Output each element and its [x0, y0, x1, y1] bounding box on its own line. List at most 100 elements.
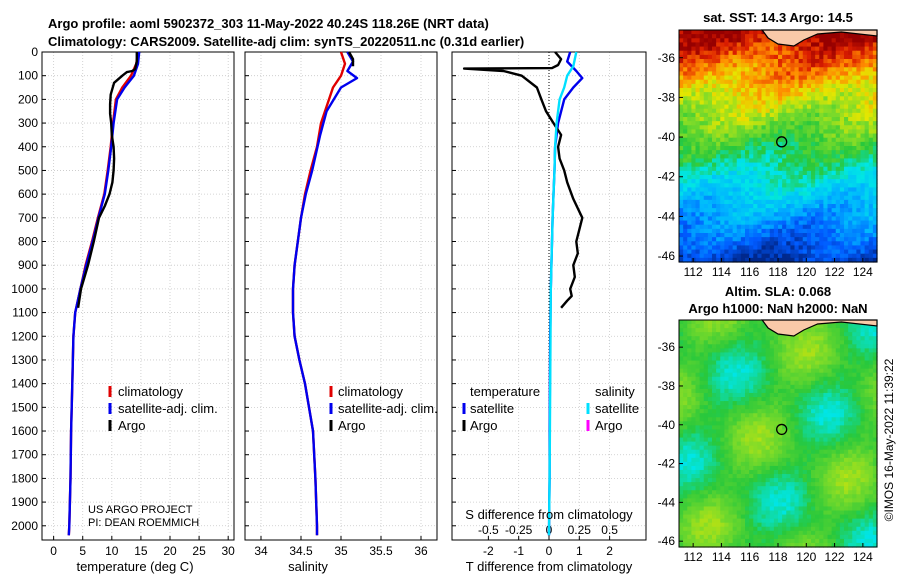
map-cell — [683, 397, 688, 402]
map-cell — [679, 340, 684, 345]
map-cell — [823, 490, 829, 495]
map-cell — [712, 79, 717, 85]
map-cell — [703, 92, 709, 97]
map-cell — [823, 437, 829, 443]
map-cell — [732, 150, 738, 155]
map-cell — [761, 437, 767, 443]
map-cell — [732, 208, 738, 213]
map-cell — [798, 117, 804, 122]
map-cell — [757, 429, 763, 435]
map-cell — [716, 332, 721, 337]
map-cell — [749, 348, 754, 354]
map-cell — [740, 429, 746, 435]
map-cell — [794, 112, 800, 118]
map-cell — [703, 465, 709, 471]
map-cell — [749, 154, 754, 160]
map-cell — [798, 453, 804, 459]
map-cell — [852, 376, 857, 382]
map-cell — [703, 241, 709, 247]
map-cell — [699, 445, 705, 451]
map-cell — [753, 352, 758, 358]
map-cell — [736, 388, 742, 394]
map-cell — [844, 245, 849, 251]
map-cell — [691, 417, 697, 422]
map-cell — [761, 96, 767, 102]
map-cell — [712, 104, 717, 110]
map-cell — [827, 38, 833, 44]
map-cell — [728, 54, 734, 60]
map-cell — [823, 457, 829, 463]
map-cell — [728, 486, 734, 491]
map-cell — [811, 79, 816, 85]
map-cell — [757, 376, 763, 382]
map-cell — [724, 79, 730, 85]
map-cell — [827, 364, 833, 370]
map-cell — [732, 469, 738, 475]
map-cell — [856, 328, 862, 333]
map-cell — [736, 429, 742, 435]
map-cell — [790, 257, 796, 263]
map-cell — [790, 71, 796, 77]
map-cell — [819, 137, 824, 143]
map-cell — [802, 108, 808, 114]
map-cell — [691, 63, 697, 68]
map-cell — [778, 175, 783, 180]
map-cell — [856, 332, 862, 337]
map-cell — [815, 340, 820, 345]
map-cell — [769, 83, 775, 89]
map-cell — [806, 233, 812, 238]
map-cell — [868, 453, 874, 459]
map-cell — [815, 50, 820, 56]
map-cell — [753, 376, 758, 382]
map-cell — [683, 67, 688, 73]
map-cell — [720, 216, 725, 222]
map-cell — [695, 336, 701, 341]
map-cell — [691, 129, 697, 135]
map-cell — [773, 356, 779, 362]
map-cell — [811, 392, 816, 398]
map-cell — [798, 478, 804, 483]
map-cell — [769, 469, 775, 475]
map-cell — [844, 220, 849, 226]
map-cell — [831, 340, 837, 345]
map-cell — [745, 486, 750, 491]
map-cell — [852, 340, 857, 345]
map-cell — [864, 392, 870, 398]
map-cell — [856, 63, 862, 68]
map-cell — [683, 224, 688, 230]
map-cell — [839, 449, 845, 455]
map-cell — [835, 348, 841, 354]
map-cell — [745, 340, 750, 345]
map-cell — [740, 421, 746, 426]
map-cell — [691, 453, 697, 459]
map-cell — [802, 224, 808, 230]
map-cell — [773, 429, 779, 435]
map-cell — [740, 253, 746, 259]
map-cell — [736, 474, 742, 479]
map-cell — [835, 129, 841, 135]
map-cell — [798, 482, 804, 487]
map-cell — [765, 461, 771, 467]
map-cell — [765, 253, 771, 259]
map-cell — [806, 352, 812, 358]
map-cell — [868, 104, 874, 110]
map-cell — [695, 137, 701, 143]
map-cell — [864, 208, 870, 213]
map-cell — [802, 220, 808, 226]
map-cell — [769, 332, 775, 337]
map-cell — [864, 245, 870, 251]
map-cell — [740, 372, 746, 378]
map-cell — [860, 104, 866, 110]
map-cell — [749, 220, 754, 226]
map-cell — [716, 79, 721, 85]
map-cell — [749, 166, 754, 172]
map-cell — [691, 224, 697, 230]
map-cell — [765, 328, 771, 333]
map-cell — [835, 429, 841, 435]
map-cell — [864, 253, 870, 259]
map-cell — [811, 88, 816, 93]
map-cell — [786, 401, 791, 406]
map-cell — [699, 212, 705, 218]
map-cell — [720, 433, 725, 439]
map-cell — [786, 79, 791, 85]
